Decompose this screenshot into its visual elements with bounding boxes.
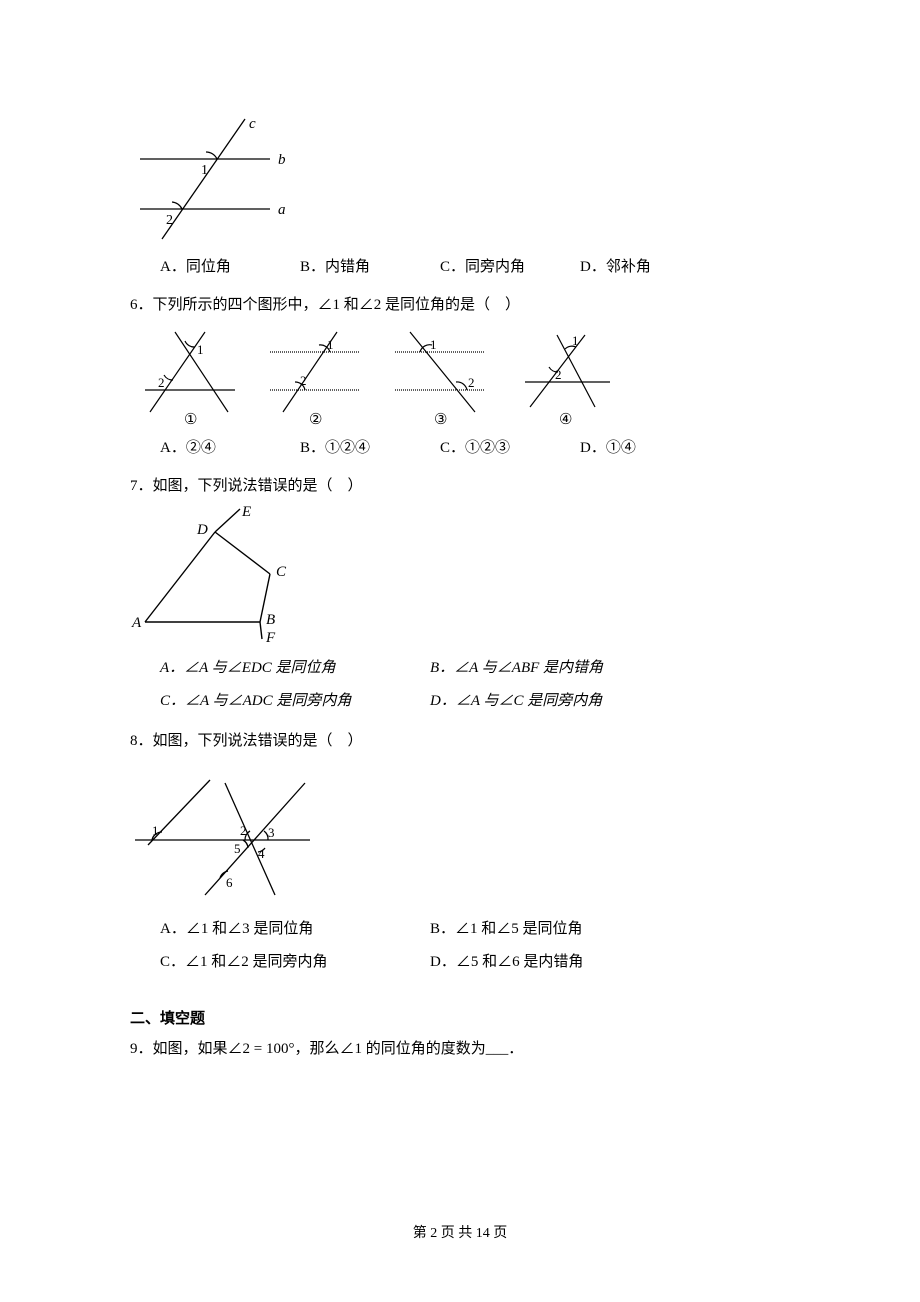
content: c b a 1 2 A．同位角 B．内错角 C．同旁内角 D．邻补角 6．下列所…: [130, 114, 750, 1063]
lD: D: [196, 522, 208, 538]
q6-figures: 1 2 ① 1 2 ② 1 2 ③: [140, 327, 750, 427]
q5-opt-d: D．邻补角: [580, 252, 700, 282]
q7-opt-a: A．∠A 与∠EDC 是同位角: [160, 652, 430, 685]
l2: 2: [468, 375, 475, 390]
l1: 1: [197, 342, 204, 357]
q7-opt-b: B．∠A 与∠ABF 是内错角: [430, 652, 700, 685]
q7-text: 7．如图，下列说法错误的是（ ）: [130, 473, 750, 500]
label-1: 1: [201, 163, 208, 178]
q8-opt-c: C．∠1 和∠2 是同旁内角: [160, 946, 430, 979]
q5-opt-b: B．内错角: [300, 252, 420, 282]
q6-text: 6．下列所示的四个图形中，∠1 和∠2 是同位角的是（ ）: [130, 292, 750, 319]
q6-fig1: 1 2 ①: [140, 327, 245, 427]
q6-options: A．②④ B．①②④ C．①②③ D．①④: [160, 433, 750, 463]
q5-opt-a: A．同位角: [160, 252, 280, 282]
lE: E: [241, 504, 251, 520]
fig-q5: c b a 1 2: [130, 114, 750, 244]
l5: 5: [234, 841, 241, 856]
l1: 1: [572, 333, 579, 348]
l2: 2: [158, 375, 165, 390]
q8-opt-a: A．∠1 和∠3 是同位角: [160, 913, 430, 946]
fig-q7: E D C A B F: [130, 504, 750, 644]
q6-opt-c: C．①②③: [440, 433, 560, 463]
l1: 1: [327, 337, 334, 352]
page-footer: 第 2 页 共 14 页: [0, 1222, 920, 1242]
q6-opt-d: D．①④: [580, 433, 700, 463]
q6-fig4: 1 2 ④: [515, 327, 620, 427]
page: c b a 1 2 A．同位角 B．内错角 C．同旁内角 D．邻补角 6．下列所…: [0, 0, 920, 1302]
q8-text: 8．如图，下列说法错误的是（ ）: [130, 728, 750, 755]
lB: B: [266, 612, 275, 628]
q7-options: A．∠A 与∠EDC 是同位角 B．∠A 与∠ABF 是内错角 C．∠A 与∠A…: [160, 652, 750, 718]
l1: 1: [430, 337, 437, 352]
fig-q8: 1 2 3 4 5 6: [130, 775, 750, 905]
lA: A: [131, 615, 142, 631]
q5-options: A．同位角 B．内错角 C．同旁内角 D．邻补角: [160, 252, 750, 282]
q6-fig3: 1 2 ③: [390, 327, 495, 427]
l2: 2: [300, 373, 307, 388]
c1: ①: [184, 411, 197, 427]
l6: 6: [226, 875, 233, 890]
label-b: b: [278, 152, 286, 168]
c3: ③: [434, 411, 447, 427]
c2: ②: [309, 411, 322, 427]
label-a: a: [278, 202, 286, 218]
q8-opt-d: D．∠5 和∠6 是内错角: [430, 946, 700, 979]
l2: 2: [555, 367, 562, 382]
q6-opt-a: A．②④: [160, 433, 280, 463]
lC: C: [276, 564, 287, 580]
q6-fig2: 1 2 ②: [265, 327, 370, 427]
l2: 2: [240, 823, 247, 838]
q6-opt-b: B．①②④: [300, 433, 420, 463]
q7-opt-d: D．∠A 与∠C 是同旁内角: [430, 685, 700, 718]
q8-opt-b: B．∠1 和∠5 是同位角: [430, 913, 700, 946]
lF: F: [265, 630, 276, 644]
label-2: 2: [166, 213, 173, 228]
section-fill-blank: 二、填空题: [130, 1007, 750, 1028]
q8-options: A．∠1 和∠3 是同位角 B．∠1 和∠5 是同位角 C．∠1 和∠2 是同旁…: [160, 913, 750, 979]
q5-opt-c: C．同旁内角: [440, 252, 560, 282]
q9-text: 9．如图，如果∠2 = 100°，那么∠1 的同位角的度数为___．: [130, 1036, 750, 1063]
l3: 3: [268, 825, 275, 840]
q7-opt-c: C．∠A 与∠ADC 是同旁内角: [160, 685, 430, 718]
label-c: c: [249, 116, 256, 132]
c4: ④: [559, 411, 572, 427]
l1: 1: [152, 823, 159, 838]
l4: 4: [258, 846, 265, 861]
